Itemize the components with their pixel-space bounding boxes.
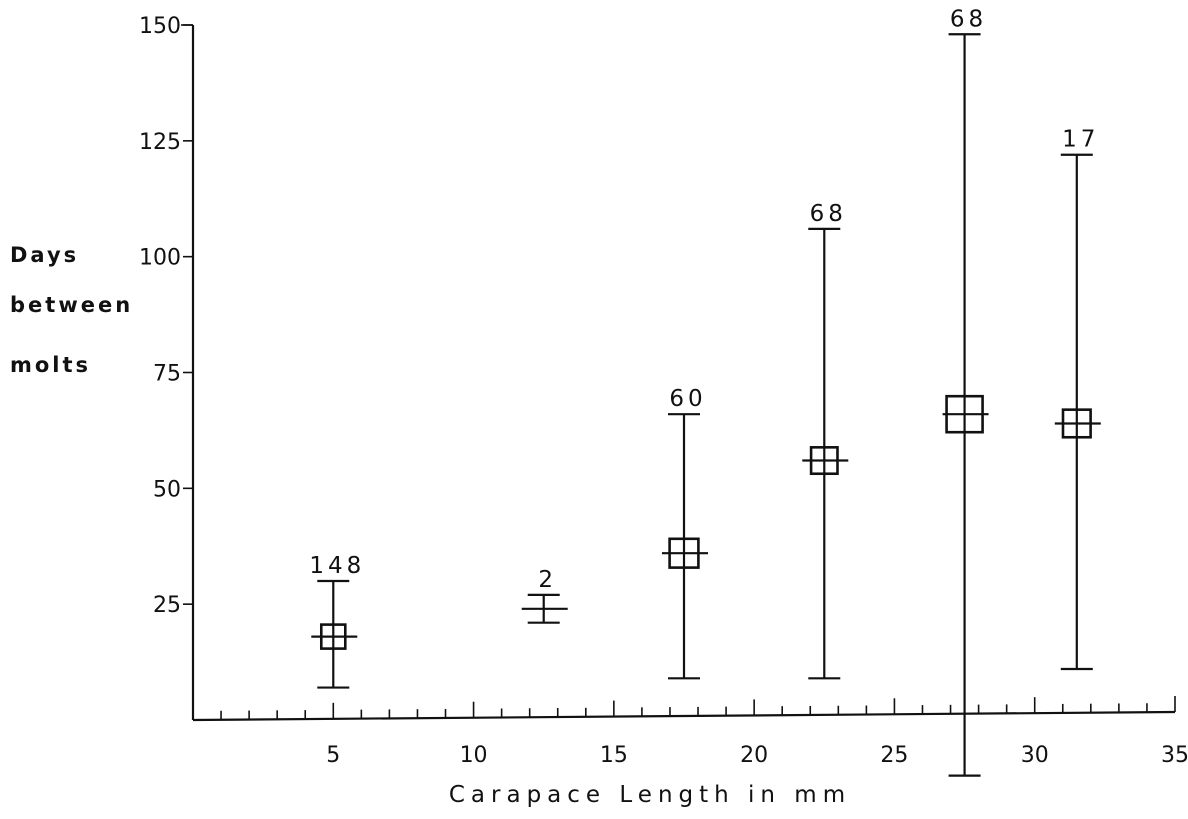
sample-size-label: 148 bbox=[309, 553, 365, 579]
x-axis-ticks: 5 10 15 20 25 30 35 bbox=[220, 696, 1188, 768]
y-tick-label: 150 bbox=[139, 14, 181, 39]
y-tick-label: 25 bbox=[153, 593, 181, 618]
x-tick-label: 15 bbox=[600, 743, 628, 768]
x-tick-label: 5 bbox=[326, 743, 340, 768]
x-tick-label: 20 bbox=[740, 743, 768, 768]
y-tick-label: 100 bbox=[139, 246, 181, 271]
x-axis-line bbox=[192, 710, 1176, 722]
y-axis-ticks: 25 50 75 100 125 150 bbox=[139, 14, 193, 618]
y-tick-label: 125 bbox=[139, 130, 181, 155]
x-tick-label: 35 bbox=[1161, 743, 1188, 768]
sample-size-label: 68 bbox=[810, 201, 847, 227]
y-axis-label-line-3: molts bbox=[10, 353, 91, 377]
y-axis-label: Days between molts bbox=[10, 243, 133, 377]
sample-size-label: 60 bbox=[669, 386, 706, 412]
y-tick-label: 75 bbox=[153, 362, 181, 387]
x-tick-label: 10 bbox=[460, 743, 488, 768]
y-tick-label: 50 bbox=[153, 477, 181, 502]
x-tick-label: 25 bbox=[880, 743, 908, 768]
sample-size-label: 68 bbox=[950, 6, 987, 32]
x-tick-label: 30 bbox=[1021, 743, 1049, 768]
sample-size-label: 2 bbox=[538, 567, 557, 593]
data-marks: 148 2 60 68 68 17 bbox=[309, 6, 1101, 777]
axes bbox=[181, 24, 1176, 722]
x-axis-label: Carapace Length in mm bbox=[449, 782, 851, 808]
y-axis-label-line-2: between bbox=[10, 293, 133, 317]
y-axis-label-line-1: Days bbox=[10, 243, 79, 267]
sample-size-label: 17 bbox=[1062, 127, 1099, 153]
